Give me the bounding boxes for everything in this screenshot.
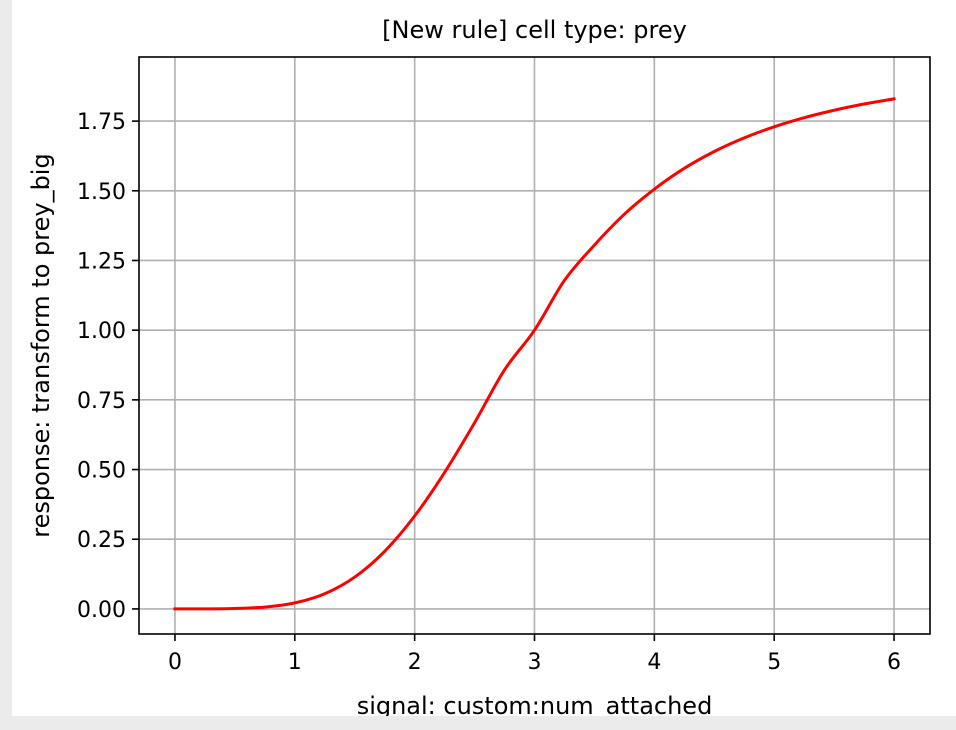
- x-tick-label: 0: [168, 650, 182, 675]
- y-axis-title: response: transform to prey_big: [27, 153, 55, 537]
- line-chart: 0 1 2 3 4 5 60.000.250.500.751.001.251.501.75 …: [27, 16, 931, 716]
- series-layer: [173, 97, 896, 611]
- x-tick-label: 2: [408, 650, 422, 675]
- y-tick-label: 1.50: [77, 180, 126, 205]
- y-tick-label: 0.75: [77, 389, 126, 414]
- series-line: [173, 97, 896, 611]
- y-tick-label: 0.50: [77, 459, 126, 484]
- x-tick-label: 4: [647, 650, 661, 675]
- axis-ticks: 0 1 2 3 4 5 6 0.00 0.25 0.50 0.75 1.00 1.25 1.50 1.75: [77, 110, 901, 675]
- x-tick-label: 6: [887, 650, 901, 675]
- y-tick-label: 1.00: [77, 319, 126, 344]
- chart-frame: 0 1 2 3 4 5 6 0.00 0.25 0.50 0.75 1.00 1.25 1.50 1.75 …: [12, 0, 956, 716]
- x-axis-title: signal: custom:num_attached: [357, 692, 713, 716]
- chart-title: [New rule] cell type: prey: [382, 16, 687, 44]
- x-tick-label: 3: [528, 650, 542, 675]
- x-tick-label: 5: [767, 650, 781, 675]
- x-tick-label: 1: [288, 650, 302, 675]
- y-tick-label: 0.00: [77, 598, 126, 623]
- y-tick-label: 1.75: [77, 110, 126, 135]
- y-tick-label: 1.25: [77, 249, 126, 274]
- grid-lines: [139, 57, 930, 634]
- y-tick-label: 0.25: [77, 528, 126, 553]
